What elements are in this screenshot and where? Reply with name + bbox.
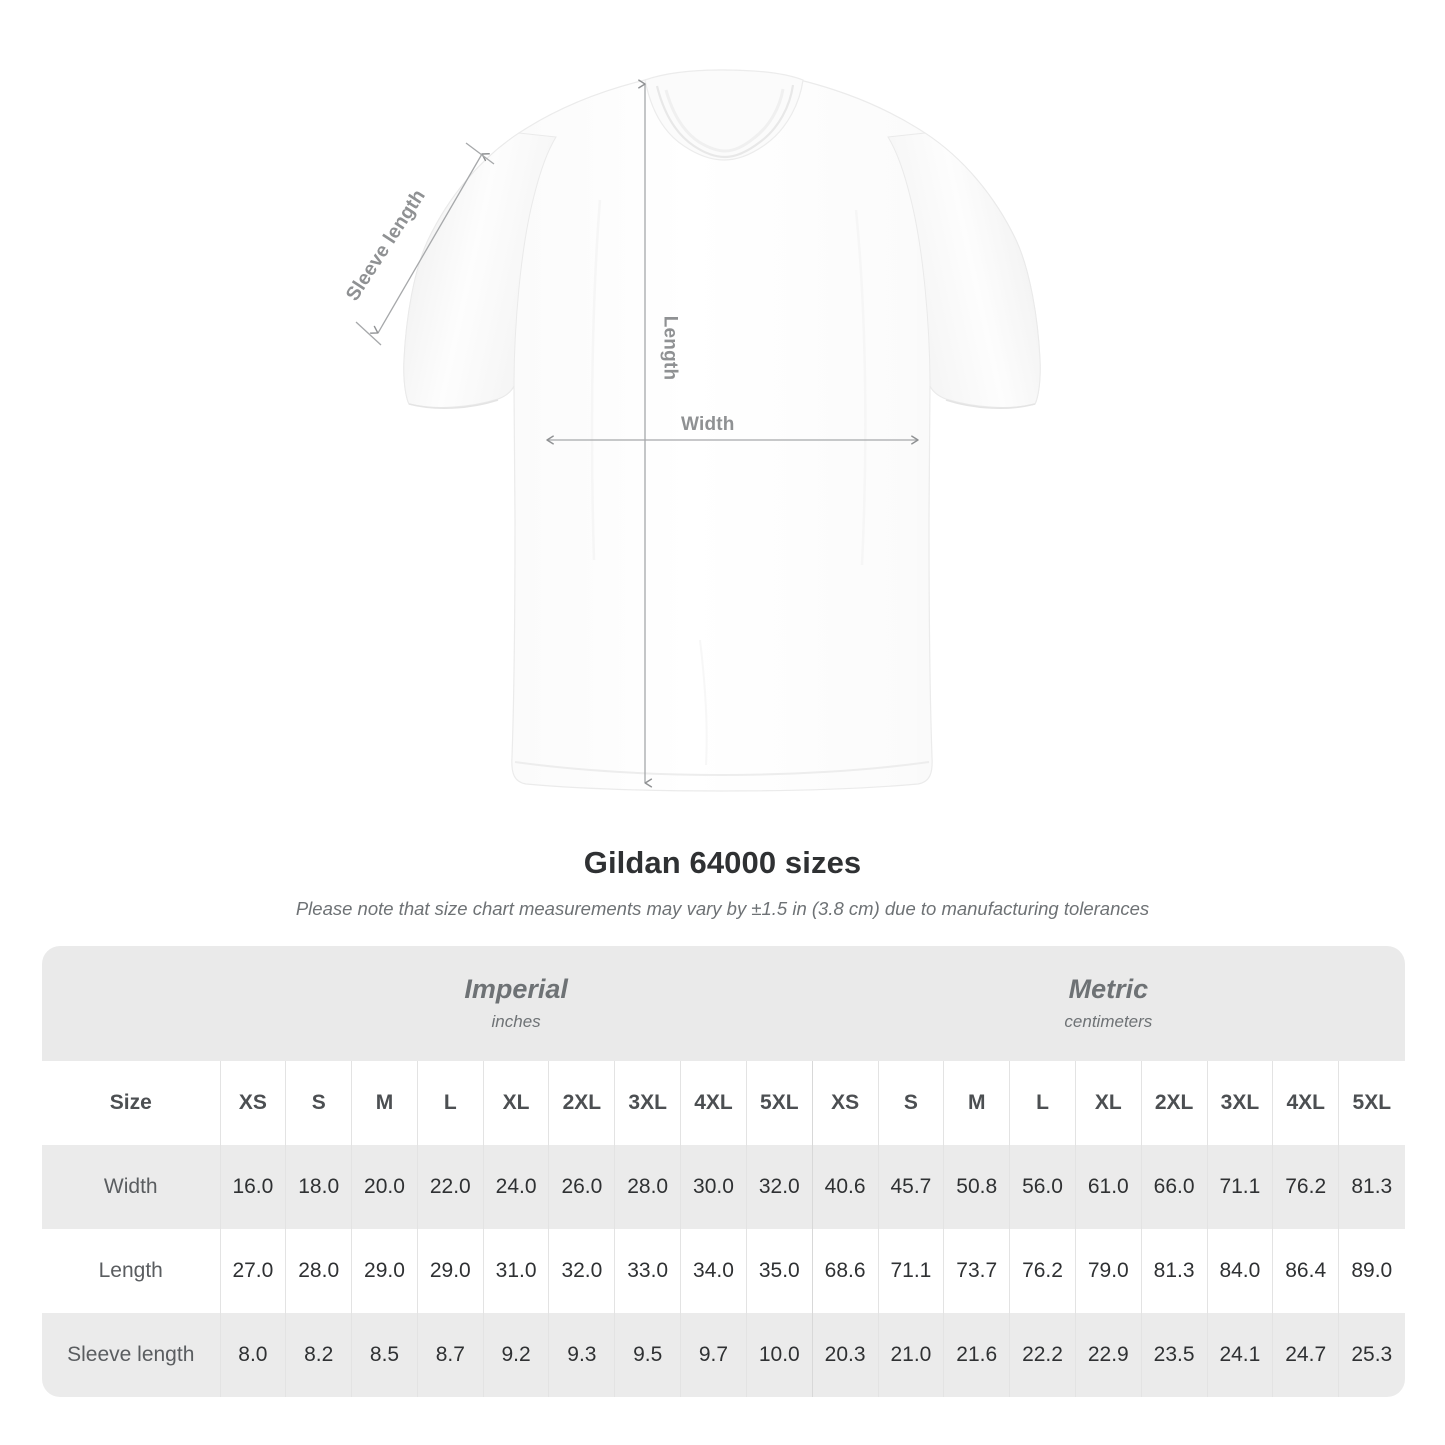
measurement-cell: 34.0 bbox=[680, 1229, 747, 1313]
measurement-cell: 30.0 bbox=[680, 1145, 747, 1229]
measurement-cell: 35.0 bbox=[745, 1229, 813, 1313]
row-label-width: Width bbox=[42, 1145, 220, 1229]
measurement-cell: 71.1 bbox=[877, 1229, 944, 1313]
measurement-cell: 27.0 bbox=[219, 1229, 286, 1313]
unit-group-metric-unit: centimeters bbox=[1064, 1012, 1153, 1032]
measurement-cell: 89.0 bbox=[1338, 1229, 1405, 1313]
measurement-cell: 86.4 bbox=[1272, 1229, 1339, 1313]
unit-group-imperial: Imperial inches bbox=[220, 946, 813, 1061]
page-title: Gildan 64000 sizes bbox=[583, 845, 862, 880]
measurement-cell: 32.0 bbox=[548, 1229, 615, 1313]
measurement-cell: 22.0 bbox=[416, 1145, 484, 1229]
measurement-cell: 8.0 bbox=[219, 1313, 286, 1397]
tshirt-measurement-figure: Sleeve length Length Width bbox=[342, 69, 1041, 792]
size-header-cell: 5XL bbox=[745, 1061, 813, 1145]
size-header-row: Size XS S M L XL 2XL 3XL 4XL 5XL XS S M … bbox=[42, 1061, 1405, 1145]
unit-group-metric-name: Metric bbox=[1068, 973, 1149, 1004]
measurement-cell: 25.3 bbox=[1338, 1313, 1405, 1397]
table-row: Length 27.0 28.0 29.0 29.0 31.0 32.0 33.… bbox=[42, 1229, 1405, 1313]
measurement-cell: 22.9 bbox=[1074, 1313, 1142, 1397]
size-header-cell: S bbox=[877, 1061, 944, 1145]
measurement-cell: 76.2 bbox=[1009, 1229, 1076, 1313]
measurement-cell: 50.8 bbox=[943, 1145, 1010, 1229]
measurement-cell: 29.0 bbox=[351, 1229, 418, 1313]
size-header-label: Size bbox=[42, 1061, 220, 1145]
measurement-cell: 28.0 bbox=[285, 1229, 352, 1313]
measurement-cell: 18.0 bbox=[285, 1145, 352, 1229]
measurement-cell: 24.7 bbox=[1272, 1313, 1339, 1397]
sleeve-length-dimension-arrow bbox=[355, 142, 495, 346]
measurement-cell: 22.2 bbox=[1009, 1313, 1076, 1397]
measurement-cell: 23.5 bbox=[1140, 1313, 1207, 1397]
size-header-cell: L bbox=[416, 1061, 484, 1145]
measurement-cell: 66.0 bbox=[1140, 1145, 1207, 1229]
measurement-cell: 24.0 bbox=[482, 1145, 549, 1229]
measurement-cell: 8.7 bbox=[416, 1313, 484, 1397]
measurement-cell: 76.2 bbox=[1272, 1145, 1339, 1229]
unit-group-metric: Metric centimeters bbox=[812, 946, 1405, 1061]
measurement-cell: 45.7 bbox=[877, 1145, 944, 1229]
measurement-cell: 20.0 bbox=[351, 1145, 418, 1229]
size-header-cell: XS bbox=[811, 1061, 879, 1145]
row-label-sleeve-length: Sleeve length bbox=[42, 1313, 220, 1397]
measurement-cell: 79.0 bbox=[1074, 1229, 1142, 1313]
length-label: Length bbox=[659, 315, 681, 381]
size-header-cell: 4XL bbox=[680, 1061, 747, 1145]
size-header-cell: 5XL bbox=[1338, 1061, 1405, 1145]
tolerance-note: Please note that size chart measurements… bbox=[295, 898, 1150, 919]
measurement-cell: 24.1 bbox=[1206, 1313, 1273, 1397]
size-header-cell: M bbox=[943, 1061, 1010, 1145]
size-header-cell: XL bbox=[482, 1061, 549, 1145]
measurement-cell: 81.3 bbox=[1140, 1229, 1207, 1313]
measurement-cell: 16.0 bbox=[219, 1145, 286, 1229]
size-header-cell: M bbox=[351, 1061, 418, 1145]
size-header-cell: 3XL bbox=[1206, 1061, 1273, 1145]
size-header-cell: 4XL bbox=[1272, 1061, 1339, 1145]
measurement-cell: 40.6 bbox=[811, 1145, 879, 1229]
size-header-cell: XS bbox=[219, 1061, 286, 1145]
unit-group-imperial-unit: inches bbox=[491, 1012, 541, 1032]
width-label: Width bbox=[681, 414, 735, 435]
size-header-cell: S bbox=[285, 1061, 352, 1145]
tshirt-body-shape bbox=[403, 69, 1041, 792]
measurement-cell: 68.6 bbox=[811, 1229, 879, 1313]
measurement-cell: 32.0 bbox=[745, 1145, 813, 1229]
measurement-cell: 61.0 bbox=[1074, 1145, 1142, 1229]
measurement-cell: 84.0 bbox=[1206, 1229, 1273, 1313]
measurement-cell: 73.7 bbox=[943, 1229, 1010, 1313]
size-header-cell: 3XL bbox=[614, 1061, 681, 1145]
size-header-cell: 2XL bbox=[548, 1061, 615, 1145]
unit-system-header-row: Imperial inches Metric centimeters bbox=[42, 946, 1405, 1061]
measurement-cell: 9.3 bbox=[548, 1313, 615, 1397]
measurement-cell: 9.7 bbox=[680, 1313, 747, 1397]
measurement-cell: 20.3 bbox=[811, 1313, 879, 1397]
table-row: Sleeve length 8.0 8.2 8.5 8.7 9.2 9.3 9.… bbox=[42, 1313, 1405, 1397]
size-chart-table: Imperial inches Metric centimeters Size … bbox=[42, 946, 1405, 1397]
measurement-cell: 26.0 bbox=[548, 1145, 615, 1229]
size-header-cell: L bbox=[1009, 1061, 1076, 1145]
size-header-cell: XL bbox=[1074, 1061, 1142, 1145]
measurement-cell: 9.5 bbox=[614, 1313, 681, 1397]
measurement-cell: 81.3 bbox=[1338, 1145, 1405, 1229]
measurement-cell: 29.0 bbox=[416, 1229, 484, 1313]
measurement-cell: 71.1 bbox=[1206, 1145, 1273, 1229]
title-block: Gildan 64000 sizes Please note that size… bbox=[0, 845, 1445, 920]
measurement-cell: 21.0 bbox=[877, 1313, 944, 1397]
size-header-cell: 2XL bbox=[1140, 1061, 1207, 1145]
table-row: Width 16.0 18.0 20.0 22.0 24.0 26.0 28.0… bbox=[42, 1145, 1405, 1229]
measurement-cell: 56.0 bbox=[1009, 1145, 1076, 1229]
measurement-cell: 10.0 bbox=[745, 1313, 813, 1397]
unit-group-imperial-name: Imperial bbox=[464, 973, 568, 1004]
measurement-cell: 8.5 bbox=[351, 1313, 418, 1397]
size-chart-container: Imperial inches Metric centimeters Size … bbox=[42, 946, 1405, 1397]
measurement-cell: 31.0 bbox=[482, 1229, 549, 1313]
measurement-cell: 33.0 bbox=[614, 1229, 681, 1313]
tshirt-illustration bbox=[355, 69, 1041, 792]
unit-header-spacer bbox=[42, 946, 220, 1061]
measurement-cell: 9.2 bbox=[482, 1313, 549, 1397]
row-label-length: Length bbox=[42, 1229, 220, 1313]
measurement-cell: 8.2 bbox=[285, 1313, 352, 1397]
measurement-cell: 28.0 bbox=[614, 1145, 681, 1229]
measurement-cell: 21.6 bbox=[943, 1313, 1010, 1397]
